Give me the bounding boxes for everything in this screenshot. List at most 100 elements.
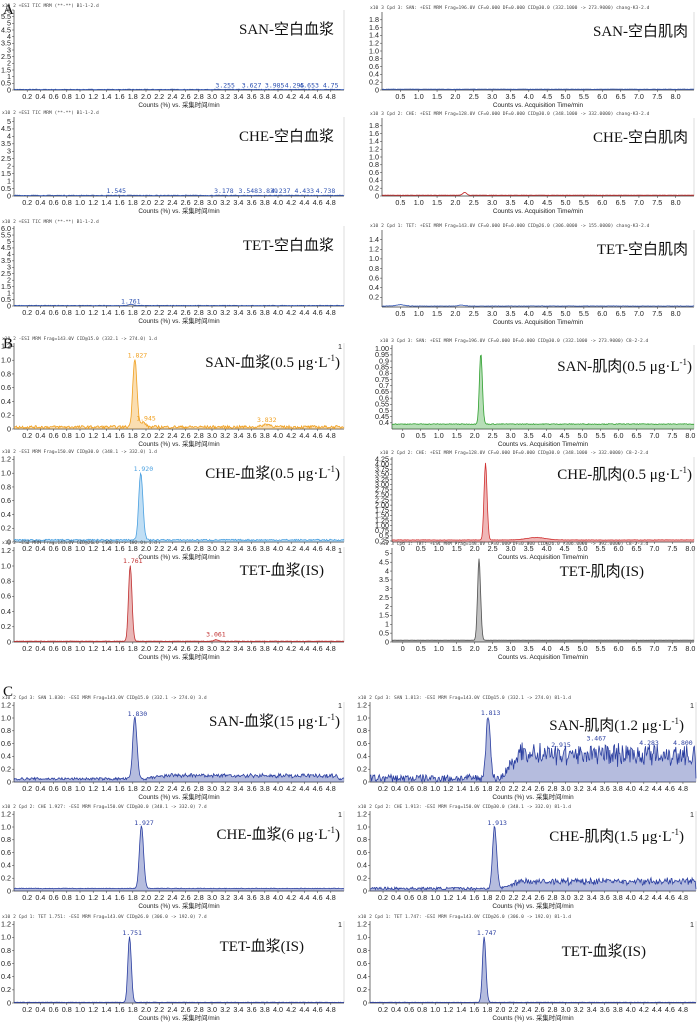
trace-line bbox=[391, 462, 695, 541]
peak-label: 3.255 bbox=[215, 81, 235, 89]
y-tick-label: 0.6 bbox=[369, 62, 379, 71]
x-tick-label: 2.0 bbox=[141, 644, 151, 653]
y-tick-label: 2.5 bbox=[1, 269, 11, 278]
x-tick-label: 2.0 bbox=[141, 784, 151, 793]
x-tick-label: 1.5 bbox=[432, 198, 442, 207]
x-axis-label: Counts (%) vs. 采集时间/min bbox=[138, 1013, 220, 1022]
x-tick-label: 0.8 bbox=[62, 893, 72, 902]
x-tick-label: 2.0 bbox=[470, 431, 480, 440]
chart-header: x10 2 -ESI MRM Frag=143.0V CID@15.0 (332… bbox=[2, 336, 157, 342]
x-tick-label: 3.8 bbox=[260, 893, 270, 902]
y-tick-label: 1.5 bbox=[1, 282, 11, 291]
y-tick-label: 3.00 bbox=[375, 480, 389, 489]
y-tick-label: 5.5 bbox=[1, 230, 11, 239]
peak-label: 3.467 bbox=[586, 734, 606, 742]
y-tick-label: 0.5 bbox=[379, 531, 389, 540]
y-tick-label: 0.8 bbox=[369, 54, 379, 63]
x-tick-label: 0.2 bbox=[22, 1005, 32, 1014]
peak-label: 1.761 bbox=[123, 557, 143, 565]
x-tick-label: 4.8 bbox=[678, 784, 688, 793]
y-tick-label: 1.50 bbox=[375, 511, 389, 520]
y-tick-label: 0.4 bbox=[1, 607, 11, 616]
x-tick-label: 0.6 bbox=[49, 1005, 59, 1014]
x-axis-label: Counts (%) vs. 采集时间/min bbox=[138, 792, 220, 801]
x-tick-label: 3.5 bbox=[524, 544, 534, 553]
x-tick-label: 1.5 bbox=[432, 309, 442, 318]
x-tick-label: 6.5 bbox=[616, 309, 626, 318]
x-tick-label: 4.8 bbox=[678, 1005, 688, 1014]
x-tick-label: 4.8 bbox=[326, 893, 336, 902]
section-label-b: B bbox=[3, 336, 14, 352]
x-tick-label: 2.6 bbox=[181, 1005, 191, 1014]
x-tick-label: 3.6 bbox=[247, 431, 257, 440]
x-tick-label: 0.4 bbox=[35, 198, 45, 207]
y-tick-label: 0.8 bbox=[357, 726, 367, 735]
trace-line bbox=[13, 359, 345, 430]
x-tick-label: 4.8 bbox=[326, 784, 336, 793]
x-tick-label: 2.0 bbox=[141, 544, 151, 553]
x-tick-label: 4.4 bbox=[652, 1005, 662, 1014]
x-tick-label: 3.6 bbox=[247, 893, 257, 902]
x-tick-label: 2.2 bbox=[508, 784, 518, 793]
x-tick-label: 2.2 bbox=[508, 893, 518, 902]
x-tick-label: 2.6 bbox=[181, 308, 191, 317]
x-tick-label: 2.8 bbox=[194, 308, 204, 317]
x-tick-label: 1.0 bbox=[75, 784, 85, 793]
peak-label: 3.548 bbox=[239, 187, 259, 195]
y-tick-label: 0.75 bbox=[375, 526, 389, 535]
x-axis-label: Counts vs. Acquisition Time/min bbox=[498, 654, 589, 661]
x-tick-label: 1.2 bbox=[88, 92, 98, 101]
x-tick-label: 0.8 bbox=[62, 198, 72, 207]
x-tick-label: 4.8 bbox=[326, 644, 336, 653]
y-tick-label: 2.50 bbox=[375, 490, 389, 499]
y-tick-label: 0.4 bbox=[357, 752, 367, 761]
x-tick-label: 0.8 bbox=[62, 308, 72, 317]
x-tick-label: 4.5 bbox=[560, 544, 570, 553]
x-tick-label: 4.6 bbox=[313, 893, 323, 902]
x-tick-label: 4.6 bbox=[313, 92, 323, 101]
y-tick-label: 0.8 bbox=[1, 577, 11, 586]
x-tick-label: 1.8 bbox=[128, 431, 138, 440]
y-tick-label: 0.5 bbox=[379, 406, 389, 415]
trace-line bbox=[369, 825, 697, 891]
y-tick-label: 6.0 bbox=[1, 224, 11, 233]
y-tick-label: 0 bbox=[375, 191, 379, 200]
x-tick-label: 4.8 bbox=[326, 92, 336, 101]
x-tick-label: 6.5 bbox=[631, 644, 641, 653]
x-tick-label: 3.4 bbox=[587, 784, 597, 793]
x-tick-label: 1.2 bbox=[88, 784, 98, 793]
y-tick-label: 0.2 bbox=[1, 874, 11, 883]
x-tick-label: 7.5 bbox=[667, 644, 677, 653]
x-tick-label: 1.2 bbox=[88, 308, 98, 317]
x-tick-label: 3.0 bbox=[207, 784, 217, 793]
x-tick-label: 4.0 bbox=[626, 893, 636, 902]
x-tick-label: 3.4 bbox=[587, 893, 597, 902]
x-tick-label: 2.0 bbox=[141, 893, 151, 902]
x-tick-label: 4.0 bbox=[542, 544, 552, 553]
y-tick-label: 4.5 bbox=[1, 124, 11, 133]
y-tick-label: 1.5 bbox=[1, 65, 11, 74]
x-tick-label: 3.2 bbox=[220, 1005, 230, 1014]
y-tick-label: 2.25 bbox=[375, 495, 389, 504]
x-tick-label: 6.5 bbox=[616, 198, 626, 207]
x-tick-label: 2.6 bbox=[181, 644, 191, 653]
x-tick-label: 4.0 bbox=[524, 309, 534, 318]
y-tick-label: 0.4 bbox=[357, 972, 367, 981]
trace-line bbox=[13, 471, 345, 542]
y-tick-label: 3.5 bbox=[1, 256, 11, 265]
x-tick-label: 2.0 bbox=[141, 92, 151, 101]
x-tick-label: 4.8 bbox=[326, 1005, 336, 1014]
x-tick-label: 1.4 bbox=[101, 893, 111, 902]
x-tick-label: 3.8 bbox=[260, 198, 270, 207]
y-tick-label: 0.6 bbox=[1, 848, 11, 857]
y-tick-label: 0.6 bbox=[369, 273, 379, 282]
y-tick-label: 1.2 bbox=[1, 701, 11, 710]
x-tick-label: 0.4 bbox=[35, 893, 45, 902]
x-tick-label: 4.8 bbox=[326, 544, 336, 553]
chart-title: TET-血浆(IS) bbox=[220, 937, 304, 955]
x-tick-label: 4.0 bbox=[273, 784, 283, 793]
section-label-c: C bbox=[3, 684, 14, 700]
x-tick-label: 0.4 bbox=[391, 1005, 401, 1014]
y-tick-label: 0 bbox=[363, 777, 367, 786]
x-tick-label: 0.2 bbox=[22, 198, 32, 207]
